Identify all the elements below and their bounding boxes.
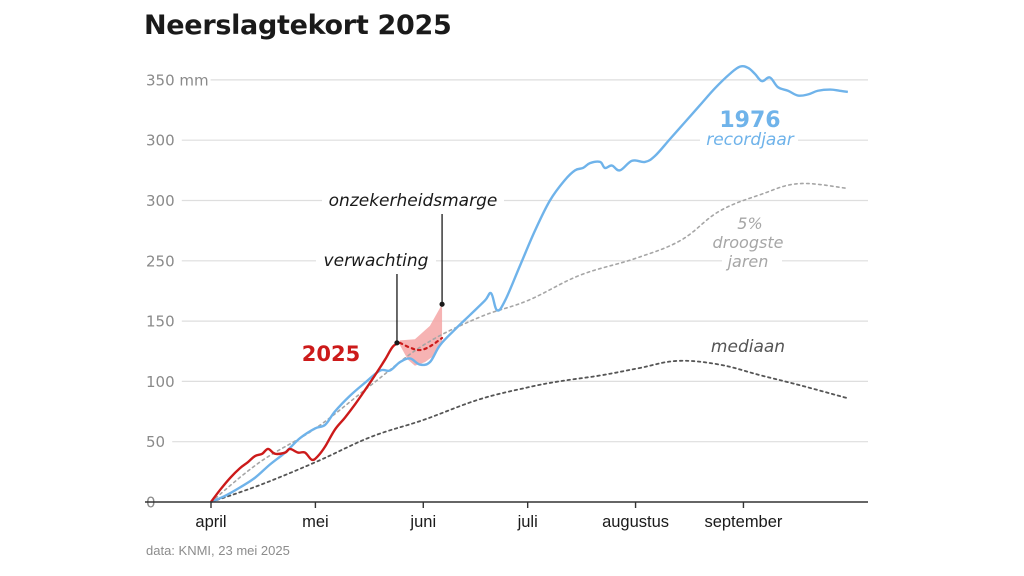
series [210, 64, 849, 504]
y-tick-label: 50 [146, 433, 165, 451]
series-1976-line [210, 64, 849, 504]
series-2025-line [210, 341, 401, 503]
x-tick-label: juli [517, 513, 538, 531]
x-tick-label: juni [409, 513, 436, 531]
uncertainty-band [399, 304, 443, 366]
x-tick-label: mei [302, 513, 329, 531]
dry5-label-bg [722, 250, 782, 270]
series-label-dry5-line2: droogste [713, 233, 784, 252]
y-tick-label: 150 [146, 313, 175, 331]
x-axis: april mei juni juli augustus september [145, 501, 868, 531]
series-label-median: mediaan [711, 337, 785, 357]
x-tick-label: augustus [602, 513, 669, 531]
series-sublabel-recordjaar: recordjaar [706, 130, 795, 150]
chart-title: Neerslagtekort 2025 [144, 10, 452, 41]
annotations: onzekerheidsmarge verwachting 2025 1976 … [302, 108, 798, 366]
series-label-dry5-line1: 5% [737, 214, 762, 233]
y-axis-ticks: 050100150250300300350 mm [146, 71, 209, 511]
y-tick-label: 350 mm [146, 71, 209, 89]
series-label-dry5-line3: jaren [726, 252, 769, 271]
y-tick-label: 250 [146, 252, 175, 270]
forecast-leader-dot [394, 340, 400, 346]
series-forecast-line [398, 336, 444, 352]
source-note: data: KNMI, 23 mei 2025 [146, 543, 290, 558]
series-label-2025: 2025 [302, 342, 360, 366]
x-tick-label: september [704, 513, 782, 531]
recordjaar-label-bg [700, 128, 798, 150]
series-median-line [210, 359, 849, 503]
series-label-1976: 1976 [719, 108, 780, 133]
margin-leader-dot [439, 301, 445, 307]
series-dry5-line [210, 182, 849, 503]
margin-label-bg [322, 186, 504, 214]
y-tick-label: 300 [146, 192, 175, 210]
forecast-label: verwachting [324, 251, 429, 271]
forecast-label-bg [316, 246, 436, 274]
margin-label: onzekerheidsmarge [329, 191, 498, 211]
x-tick-label: april [195, 513, 226, 531]
y-tick-label: 300 [146, 132, 175, 150]
y-tick-label: 100 [146, 373, 175, 391]
